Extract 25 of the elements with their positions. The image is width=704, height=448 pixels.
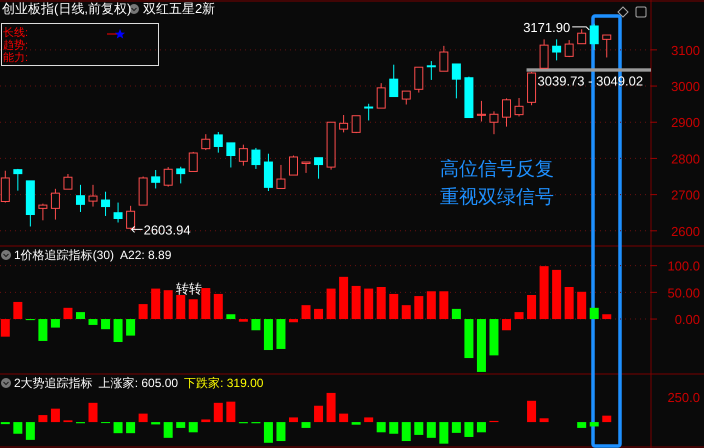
annotation: 高位信号反复 [440, 158, 554, 180]
y-tick-label: 2800 [671, 151, 700, 166]
annotation: 2603.94 [144, 222, 191, 238]
annotation: 3171.90 [523, 20, 570, 35]
annotation: 长线: [3, 26, 28, 39]
y-tick-label: 2700 [671, 188, 700, 203]
text: 250.0 [667, 390, 700, 405]
chart-subtitle: A22: 8.89 [120, 248, 172, 262]
text: 下跌家: 319.00 [184, 376, 264, 390]
y-tick-label: 50.00 [667, 285, 700, 300]
y-tick-label: 2900 [671, 115, 700, 130]
y-tick-label: 0.00 [674, 312, 700, 328]
chart-subtitle: 上涨家: 605.00 [98, 376, 178, 390]
annotation: 重视双绿信号 [440, 187, 554, 208]
chart-subtitle: 双红五星2新 [143, 1, 216, 16]
y-tick-label: 2600 [671, 224, 700, 239]
chart-title: 2大势追踪指标 [14, 376, 93, 390]
annotation: 能力: [3, 51, 28, 64]
y-tick-label: 100.0 [667, 258, 700, 274]
annotation: 趋势: [3, 38, 28, 52]
chart-title: 创业板指(日线,前复权) [2, 1, 132, 16]
annotation: 转转 [176, 281, 202, 296]
chart-title: 1价格追踪指标(30) [14, 248, 114, 262]
y-tick-label: 3100 [671, 42, 700, 58]
y-tick-label: 3000 [671, 79, 700, 94]
